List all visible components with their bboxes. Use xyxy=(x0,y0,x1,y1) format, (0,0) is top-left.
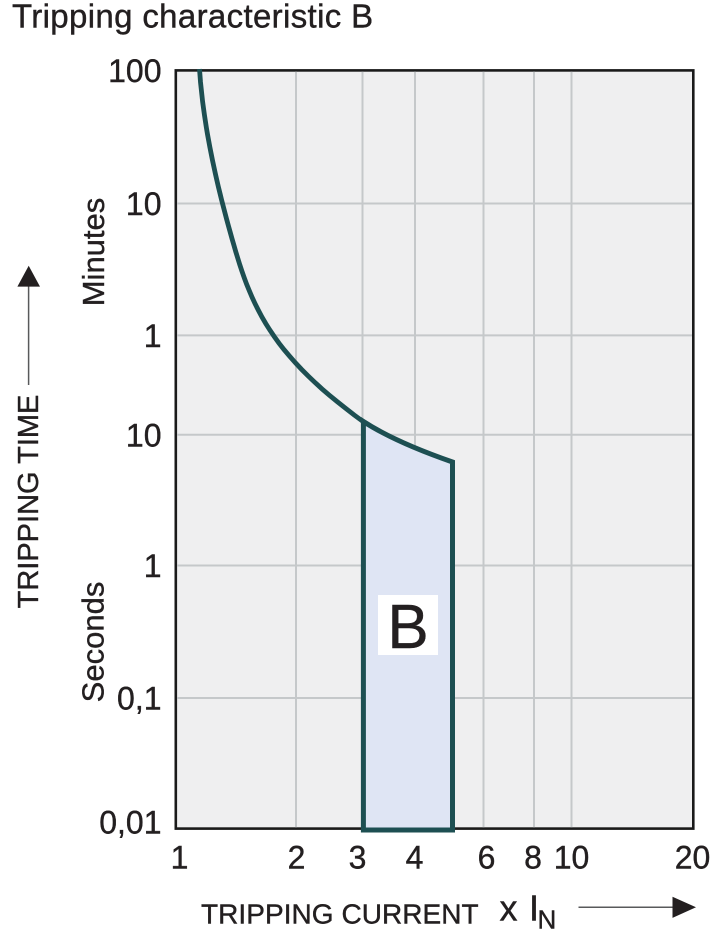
svg-text:2: 2 xyxy=(288,840,306,876)
svg-text:TRIPPING TIME: TRIPPING TIME xyxy=(13,395,45,609)
svg-text:3: 3 xyxy=(349,840,367,876)
svg-text:Tripping characteristic B: Tripping characteristic B xyxy=(12,0,374,35)
svg-text:10: 10 xyxy=(126,418,162,454)
svg-text:1: 1 xyxy=(171,840,189,876)
svg-text:I: I xyxy=(529,888,539,929)
svg-text:1: 1 xyxy=(144,318,162,354)
svg-text:6: 6 xyxy=(478,840,496,876)
svg-text:100: 100 xyxy=(108,53,161,89)
svg-text:TRIPPING CURRENT: TRIPPING CURRENT xyxy=(201,899,479,930)
svg-text:B: B xyxy=(387,593,428,662)
svg-text:x: x xyxy=(500,888,518,929)
svg-text:Seconds: Seconds xyxy=(76,582,111,703)
svg-text:10: 10 xyxy=(554,840,590,876)
svg-text:0,01: 0,01 xyxy=(99,805,161,841)
svg-text:N: N xyxy=(538,905,557,935)
svg-text:10: 10 xyxy=(126,186,162,222)
svg-text:4: 4 xyxy=(406,840,424,876)
svg-text:Minutes: Minutes xyxy=(76,198,111,307)
svg-text:8: 8 xyxy=(524,840,542,876)
svg-text:20: 20 xyxy=(675,840,711,876)
svg-text:1: 1 xyxy=(144,548,162,584)
svg-text:0,1: 0,1 xyxy=(117,681,161,717)
